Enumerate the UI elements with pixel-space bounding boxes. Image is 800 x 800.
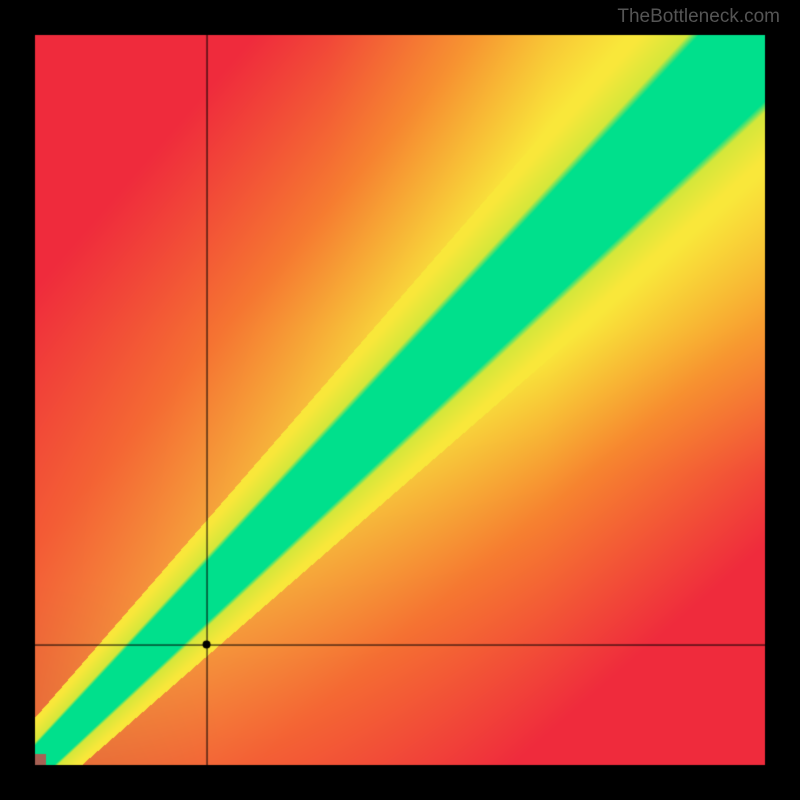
chart-container: TheBottleneck.com — [0, 0, 800, 800]
watermark-text: TheBottleneck.com — [617, 6, 780, 28]
bottleneck-heatmap — [0, 0, 800, 800]
